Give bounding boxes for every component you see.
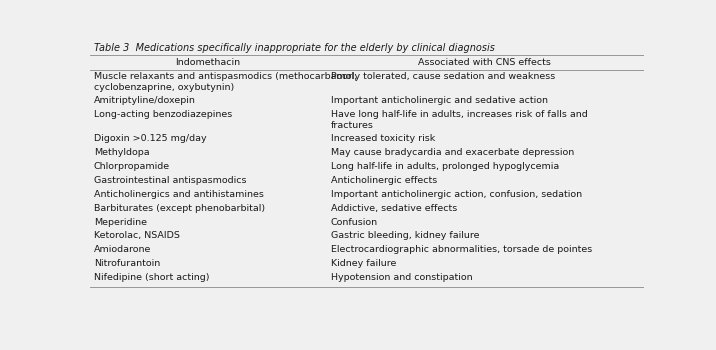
Text: Long half-life in adults, prolonged hypoglycemia: Long half-life in adults, prolonged hypo…	[331, 162, 559, 171]
Text: Ketorolac, NSAIDS: Ketorolac, NSAIDS	[94, 231, 180, 240]
Text: Hypotension and constipation: Hypotension and constipation	[331, 273, 473, 282]
Text: Increased toxicity risk: Increased toxicity risk	[331, 134, 435, 144]
Text: Digoxin >0.125 mg/day: Digoxin >0.125 mg/day	[94, 134, 206, 144]
Text: Important anticholinergic and sedative action: Important anticholinergic and sedative a…	[331, 96, 548, 105]
Text: Anticholinergic effects: Anticholinergic effects	[331, 176, 437, 185]
Text: Gastric bleeding, kidney failure: Gastric bleeding, kidney failure	[331, 231, 480, 240]
Text: Poorly tolerated, cause sedation and weakness: Poorly tolerated, cause sedation and wea…	[331, 72, 555, 81]
Text: Methyldopa: Methyldopa	[94, 148, 150, 157]
Text: Associated with CNS effects: Associated with CNS effects	[418, 58, 551, 67]
Text: Confusion: Confusion	[331, 218, 378, 226]
Text: Chlorpropamide: Chlorpropamide	[94, 162, 170, 171]
Text: Electrocardiographic abnormalities, torsade de pointes: Electrocardiographic abnormalities, tors…	[331, 245, 592, 254]
Text: Gastrointestinal antispasmodics: Gastrointestinal antispasmodics	[94, 176, 246, 185]
Text: Have long half-life in adults, increases risk of falls and
fractures: Have long half-life in adults, increases…	[331, 110, 588, 130]
Text: Meperidine: Meperidine	[94, 218, 147, 226]
Text: Important anticholinergic action, confusion, sedation: Important anticholinergic action, confus…	[331, 190, 582, 199]
Text: Nitrofurantoin: Nitrofurantoin	[94, 259, 160, 268]
Text: Kidney failure: Kidney failure	[331, 259, 396, 268]
Text: Table 3  Medications specifically inappropriate for the elderly by clinical diag: Table 3 Medications specifically inappro…	[94, 43, 495, 52]
Text: Barbiturates (except phenobarbital): Barbiturates (except phenobarbital)	[94, 204, 265, 213]
Text: Long-acting benzodiazepines: Long-acting benzodiazepines	[94, 110, 232, 119]
Text: Muscle relaxants and antispasmodics (methocarbamol,
cyclobenzaprine, oxybutynin): Muscle relaxants and antispasmodics (met…	[94, 72, 357, 92]
Text: Anticholinergics and antihistamines: Anticholinergics and antihistamines	[94, 190, 263, 199]
Text: Addictive, sedative effects: Addictive, sedative effects	[331, 204, 457, 213]
Text: Amiodarone: Amiodarone	[94, 245, 151, 254]
Text: Amitriptyline/doxepin: Amitriptyline/doxepin	[94, 96, 195, 105]
Text: May cause bradycardia and exacerbate depression: May cause bradycardia and exacerbate dep…	[331, 148, 574, 157]
Text: Indomethacin: Indomethacin	[175, 58, 240, 67]
Text: Nifedipine (short acting): Nifedipine (short acting)	[94, 273, 210, 282]
